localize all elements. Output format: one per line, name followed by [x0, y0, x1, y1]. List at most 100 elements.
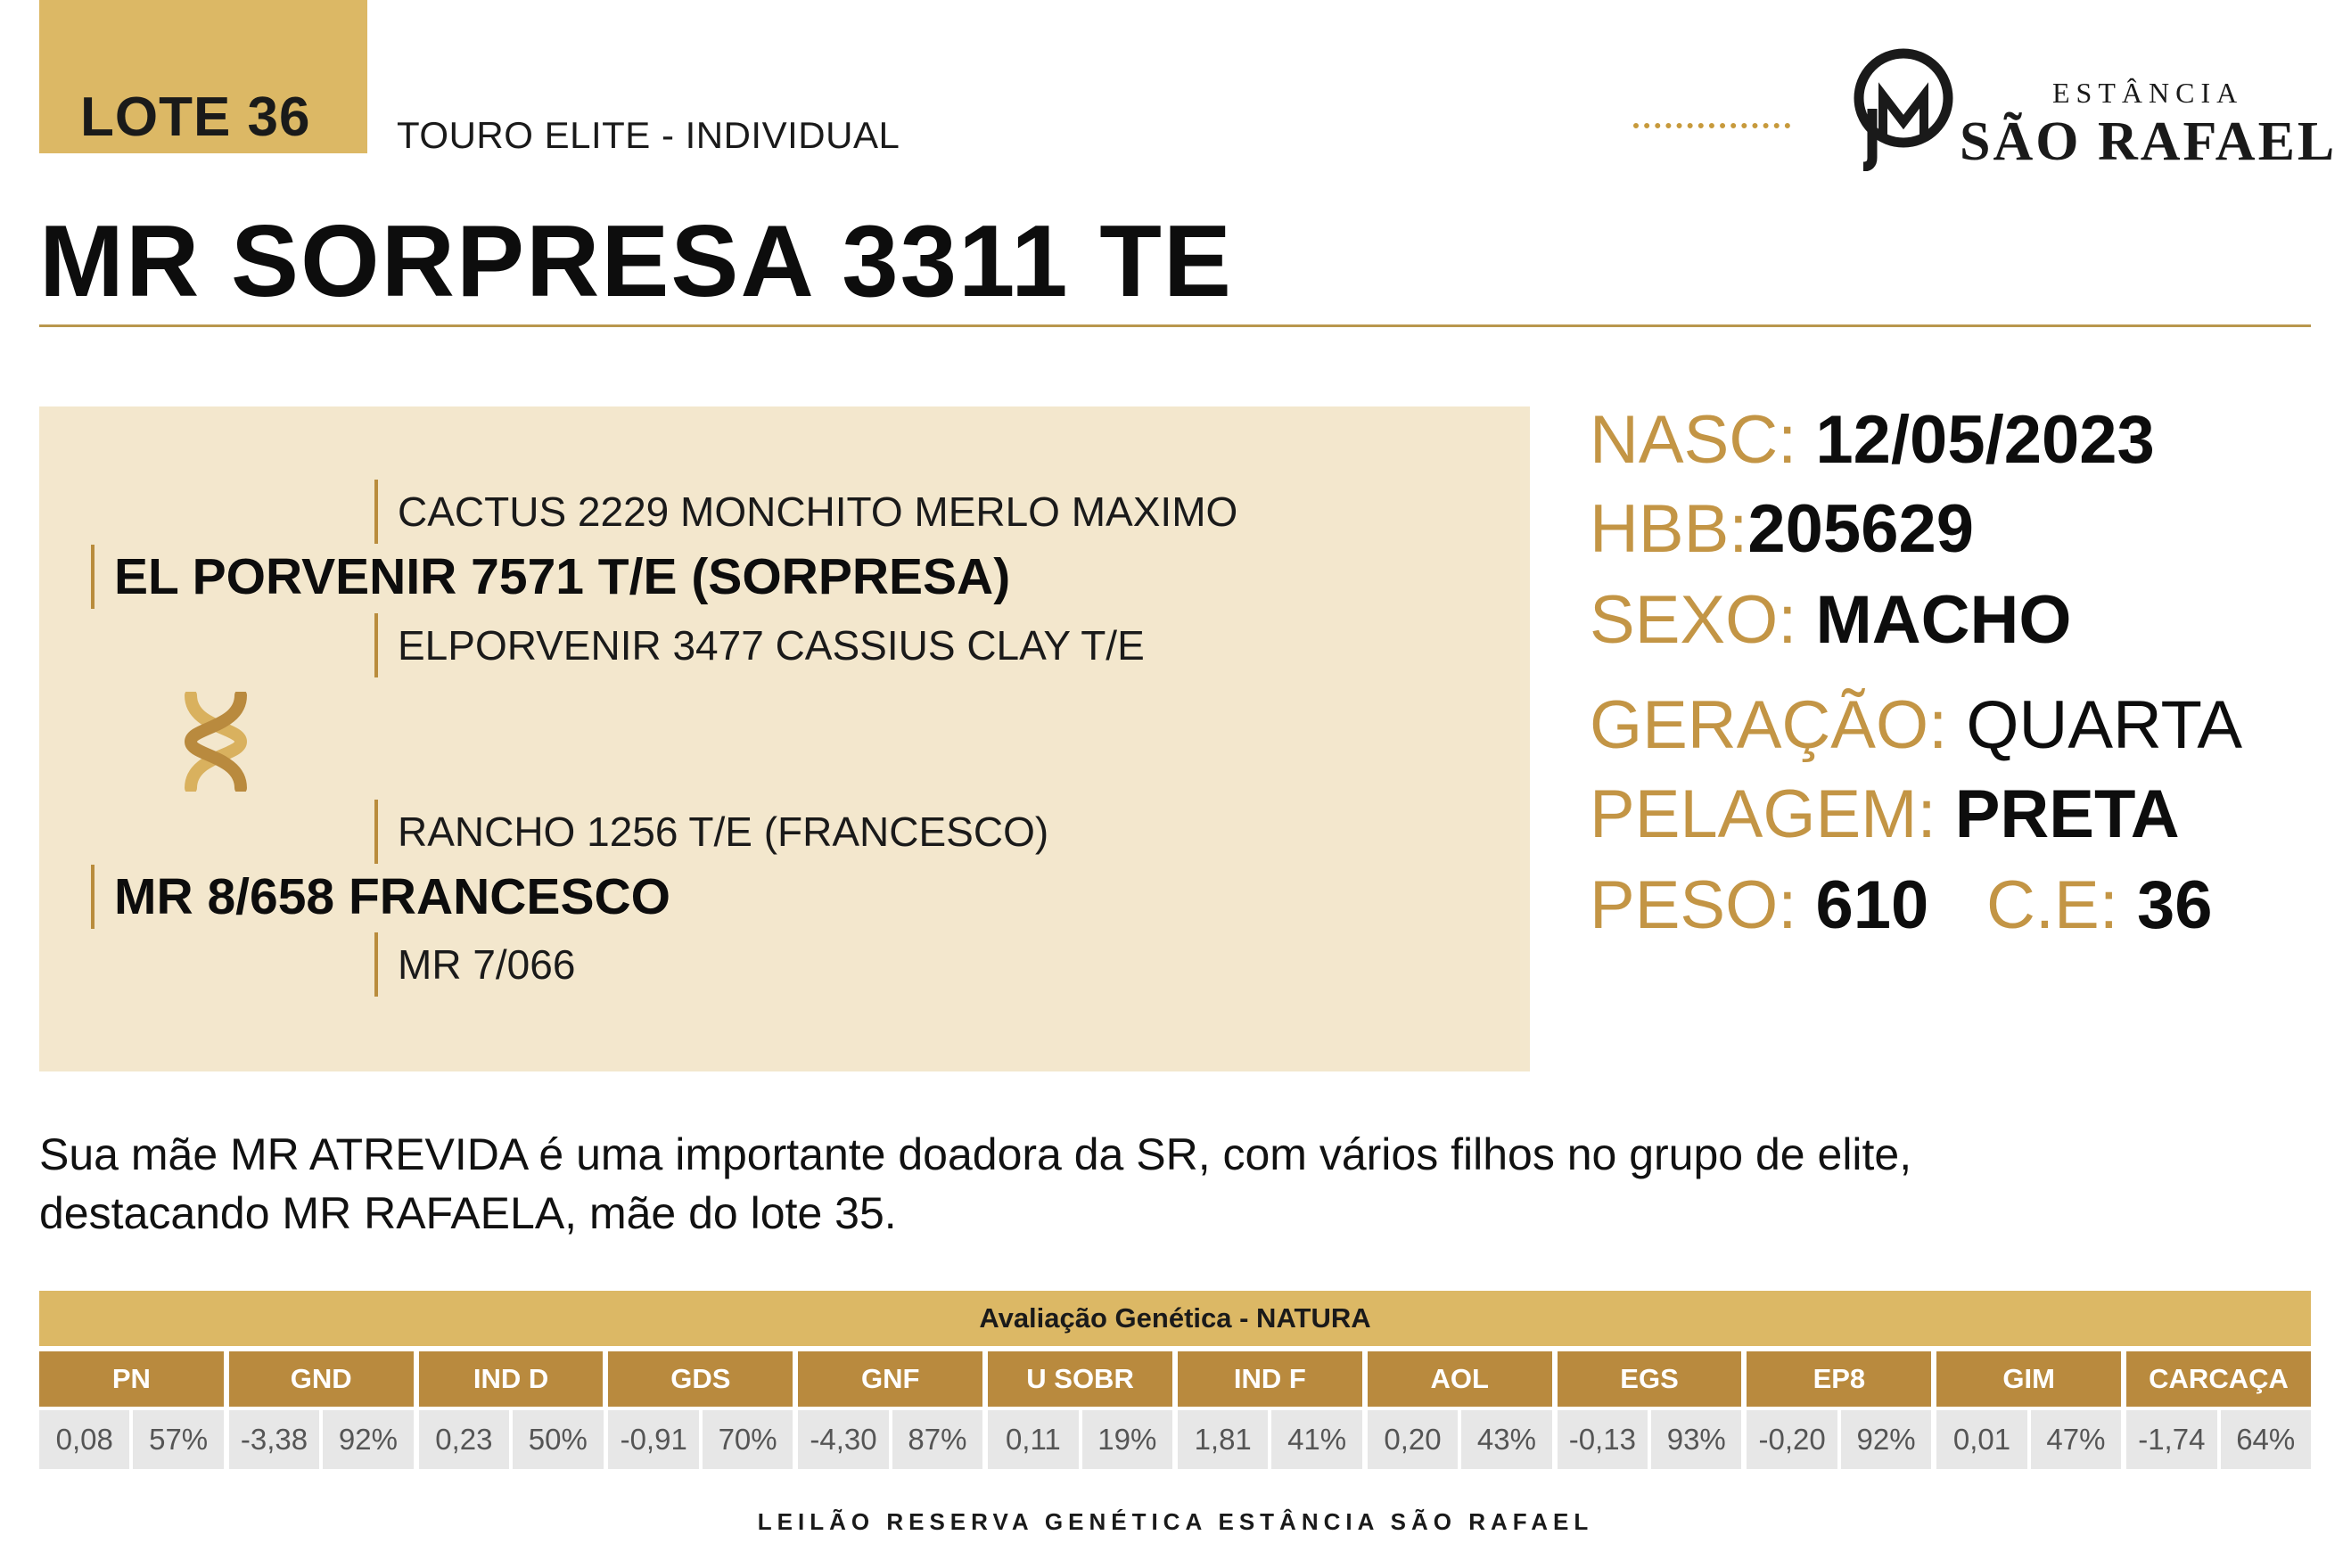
peso-label: PESO:: [1590, 867, 1797, 943]
peso-value: 610: [1815, 867, 1929, 943]
pedigree-bar: [91, 865, 95, 929]
genetic-accuracy-value: 64%: [2220, 1410, 2311, 1469]
hbb-value: 205629: [1747, 491, 1974, 567]
genetic-dep-value: -0,20: [1747, 1410, 1837, 1469]
pedigree-dam-sire-text: RANCHO 1256 T/E (FRANCESCO): [398, 809, 1049, 855]
genetic-dep-value: -4,30: [798, 1410, 889, 1469]
genetic-header-cell: CARCAÇA: [2126, 1351, 2311, 1407]
genetic-table-values: 0,08 57% -3,38 92% 0,23 50% -0,91 70% -4,30 87% 0,…: [39, 1410, 2311, 1469]
ce-value: 36: [2136, 867, 2213, 943]
description-line-1: Sua mãe MR ATREVIDA é uma importante doa…: [39, 1129, 1912, 1179]
info-sexo: SEXO: MACHO: [1590, 581, 2072, 659]
genetic-dep-value: 0,08: [39, 1410, 130, 1469]
title-divider: [39, 324, 2311, 327]
genetic-accuracy-value: 19%: [1081, 1410, 1172, 1469]
dna-icon: [184, 692, 248, 792]
genetic-header-cell: U SOBR: [988, 1351, 1172, 1407]
hbb-label: HBB:: [1590, 491, 1748, 567]
pedigree-bar: [374, 800, 378, 864]
genetic-accuracy-value: 92%: [323, 1410, 414, 1469]
genetic-value-cell: 0,08 57%: [39, 1410, 224, 1469]
logo-title: SÃO RAFAEL: [1960, 111, 2338, 172]
genetic-accuracy-value: 87%: [892, 1410, 983, 1469]
genetic-dep-value: -3,38: [228, 1410, 320, 1469]
footer-text: LEILÃO RESERVA GENÉTICA ESTÂNCIA SÃO RAF…: [757, 1508, 1594, 1535]
pedigree-dam-text: MR 8/658 FRANCESCO: [114, 868, 670, 925]
genetic-dep-value: 0,11: [988, 1410, 1079, 1469]
genetic-header-cell: EGS: [1557, 1351, 1742, 1407]
info-nasc: NASC: 12/05/2023: [1590, 401, 2155, 479]
genetic-header-cell: GIM: [1936, 1351, 2122, 1407]
genetic-value-cell: 0,11 19%: [988, 1410, 1172, 1469]
genetic-header-cell: AOL: [1367, 1351, 1552, 1407]
pedigree-sire: EL PORVENIR 7571 T/E (SORPRESA): [91, 545, 1010, 609]
pedigree-dam-dam: MR 7/066: [374, 932, 575, 997]
pelagem-label: PELAGEM:: [1590, 776, 1936, 852]
genetic-accuracy-value: 70%: [702, 1410, 793, 1469]
genetic-accuracy-value: 93%: [1651, 1410, 1742, 1469]
genetic-header-cell: GNF: [798, 1351, 983, 1407]
genetic-accuracy-value: 43%: [1461, 1410, 1552, 1469]
pedigree-sire-sire: CACTUS 2229 MONCHITO MERLO MAXIMO: [374, 480, 1237, 544]
genetic-dep-value: -1,74: [2126, 1410, 2217, 1469]
genetic-dep-value: 0,20: [1367, 1410, 1459, 1469]
nasc-label: NASC:: [1590, 402, 1797, 478]
description: Sua mãe MR ATREVIDA é uma importante doa…: [39, 1125, 2286, 1243]
genetic-header-cell: PN: [39, 1351, 224, 1407]
info-peso: PESO: 610: [1590, 866, 1928, 944]
genetic-value-cell: -0,13 93%: [1557, 1410, 1742, 1469]
genetic-value-cell: 0,01 47%: [1936, 1410, 2122, 1469]
genetic-dep-value: 0,23: [418, 1410, 510, 1469]
nasc-value: 12/05/2023: [1815, 402, 2155, 478]
genetic-header-cell: IND F: [1177, 1351, 1362, 1407]
description-line-2: destacando MR RAFAELA, mãe do lote 35.: [39, 1188, 897, 1238]
pedigree-sire-text: EL PORVENIR 7571 T/E (SORPRESA): [114, 548, 1011, 605]
pedigree-bar: [91, 545, 95, 609]
genetic-table-header: PN GND IND D GDS GNF U SOBR IND F AOL EGS EP8 GIM C…: [39, 1351, 2311, 1407]
genetic-value-cell: 1,81 41%: [1177, 1410, 1362, 1469]
genetic-value-cell: -4,30 87%: [798, 1410, 983, 1469]
sr-monogram-icon: [1854, 48, 1953, 171]
pedigree-bar: [374, 480, 378, 544]
pedigree-sire-sire-text: CACTUS 2229 MONCHITO MERLO MAXIMO: [398, 488, 1238, 535]
pedigree-sire-dam-text: ELPORVENIR 3477 CASSIUS CLAY T/E: [398, 622, 1145, 669]
genetic-value-cell: -0,91 70%: [608, 1410, 793, 1469]
info-geracao: GERAÇÃO: QUARTA: [1590, 686, 2242, 764]
animal-name: MR SORPRESA 3311 TE: [39, 205, 1233, 318]
genetic-value-cell: 0,20 43%: [1367, 1410, 1552, 1469]
info-pelagem: PELAGEM: PRETA: [1590, 776, 2180, 853]
lot-number: LOTE 36: [80, 86, 311, 148]
pedigree-dam: MR 8/658 FRANCESCO: [91, 865, 670, 929]
genetic-value-cell: -3,38 92%: [228, 1410, 414, 1469]
genetic-table-title: Avaliação Genética - NATURA: [39, 1291, 2311, 1346]
genetic-dep-value: 0,01: [1936, 1410, 2027, 1469]
pedigree-dam-dam-text: MR 7/066: [398, 941, 576, 988]
genetic-accuracy-value: 57%: [133, 1410, 224, 1469]
dotted-divider: [1633, 123, 1790, 135]
genetic-header-cell: EP8: [1747, 1351, 1932, 1407]
genetic-value-cell: -1,74 64%: [2126, 1410, 2311, 1469]
pedigree-bar: [374, 613, 378, 677]
genetic-header-cell: IND D: [418, 1351, 604, 1407]
pedigree-bar: [374, 932, 378, 997]
genetic-accuracy-value: 41%: [1271, 1410, 1362, 1469]
info-hbb: HBB:205629: [1590, 490, 1974, 568]
genetic-header-cell: GDS: [608, 1351, 793, 1407]
pedigree-panel: CACTUS 2229 MONCHITO MERLO MAXIMO EL POR…: [39, 406, 1530, 1071]
genetic-accuracy-value: 50%: [513, 1410, 604, 1469]
sexo-label: SEXO:: [1590, 582, 1797, 658]
genetic-accuracy-value: 92%: [1840, 1410, 1932, 1469]
lot-badge: LOTE 36: [39, 0, 367, 153]
logo-subtitle: ESTÂNCIA: [2052, 77, 2244, 109]
sexo-value: MACHO: [1815, 582, 2072, 658]
genetic-value-cell: -0,20 92%: [1747, 1410, 1932, 1469]
genetic-accuracy-value: 47%: [2030, 1410, 2122, 1469]
lot-category: TOURO ELITE - INDIVIDUAL: [397, 114, 900, 156]
genetic-value-cell: 0,23 50%: [418, 1410, 604, 1469]
genetic-header-cell: GND: [228, 1351, 414, 1407]
genetic-dep-value: -0,13: [1557, 1410, 1648, 1469]
info-ce: C.E: 36: [1986, 866, 2212, 944]
pelagem-value: PRETA: [1954, 776, 2180, 852]
geracao-value: QUARTA: [1966, 687, 2243, 763]
